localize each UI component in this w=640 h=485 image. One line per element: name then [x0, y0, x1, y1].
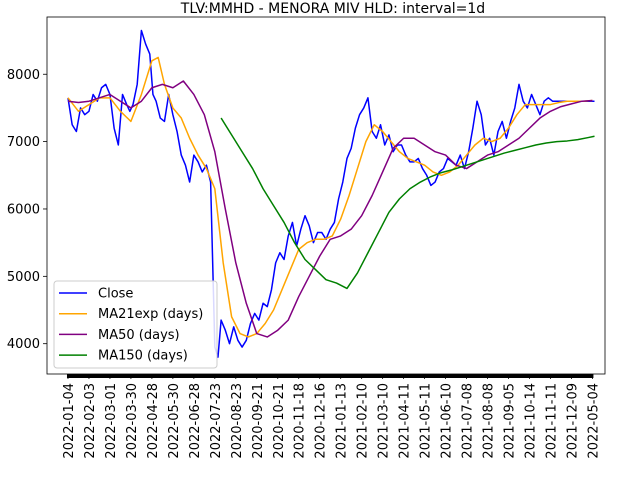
y-tick-label: 7000 — [7, 135, 40, 150]
series-line-ma50-days — [67, 80, 593, 338]
series-line-close — [67, 29, 595, 358]
x-tick-label: 2021-09-05 — [503, 383, 518, 459]
x-tick-label: 2022-03-01 — [104, 383, 119, 459]
legend-label-ma50-days: MA50 (days) — [98, 328, 180, 343]
x-tick-label: 2021-01-13 — [335, 383, 350, 459]
x-tick-label: 2021-10-14 — [523, 383, 538, 459]
x-tick-label: 2020-09-21 — [251, 383, 266, 459]
chart-title: TLV:MMHD - MENORA MIV HLD: interval=1d — [180, 1, 485, 17]
x-tick-label: 2021-06-10 — [440, 383, 455, 459]
series-lines — [67, 29, 595, 358]
x-tick-label: 2022-03-30 — [125, 383, 140, 459]
y-tick-label: 8000 — [7, 68, 40, 83]
legend-label-ma21exp-days: MA21exp (days) — [98, 307, 203, 322]
x-tick-label: 2021-02-10 — [356, 383, 371, 459]
y-tick-label: 5000 — [7, 270, 40, 285]
legend-box — [53, 280, 218, 369]
y-tick-label: 6000 — [7, 202, 40, 217]
x-tick-label: 2020-10-21 — [272, 383, 287, 459]
axes: 4000 5000 6000 7000 8000 2022-01-04 2022-02-03… — [7, 16, 606, 459]
x-tick-label: 2021-08-08 — [482, 383, 497, 459]
x-tick-label: 2021-12-09 — [565, 383, 580, 459]
x-tick-label: 2021-07-08 — [461, 383, 476, 459]
x-tick-label: 2021-03-10 — [377, 383, 392, 459]
x-tick-label: 2021-05-11 — [419, 383, 434, 459]
x-tick-label: 2022-01-04 — [62, 383, 77, 459]
x-tick-label: 2022-02-03 — [83, 383, 98, 459]
x-tick-label: 2022-06-28 — [188, 383, 203, 459]
series-line-ma150-days — [220, 117, 595, 290]
y-tick-label: 4000 — [7, 337, 40, 352]
legend-label-ma150-days: MA150 (days) — [98, 349, 188, 364]
x-tick-label: 2022-05-30 — [167, 383, 182, 459]
plot-area — [67, 29, 595, 358]
x-minor-ticks — [66, 374, 594, 378]
legend: Close MA21exp (days) MA50 (days) MA150 (day… — [53, 280, 218, 369]
x-tick-label: 2022-07-23 — [209, 383, 224, 459]
x-tick-label: 2021-04-11 — [398, 383, 413, 459]
legend-label-close: Close — [98, 287, 133, 302]
x-tick-label: 2021-11-11 — [544, 383, 559, 459]
series-line-ma21exp-days — [67, 56, 593, 338]
x-tick-label: 2020-11-18 — [293, 383, 308, 459]
x-tick-label: 2022-05-04 — [586, 383, 601, 459]
x-tick-label: 2022-04-28 — [146, 383, 161, 459]
x-tick-label: 2020-08-23 — [230, 383, 245, 459]
x-tick-label: 2020-12-16 — [314, 383, 329, 459]
